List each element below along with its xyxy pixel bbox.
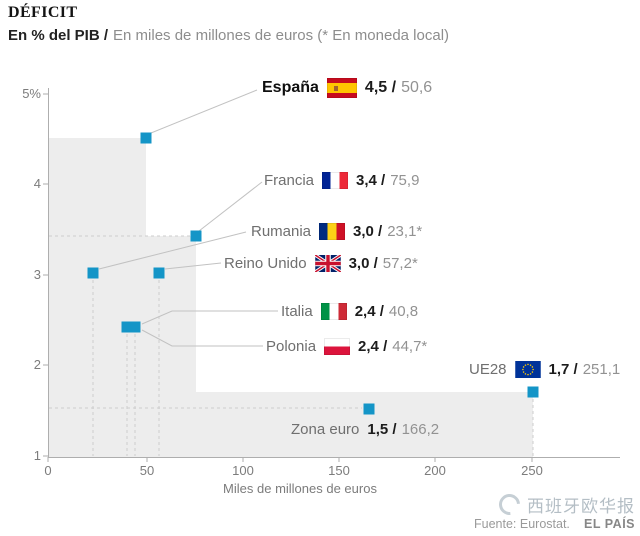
deficit-amount: 166,2 (401, 420, 440, 438)
marker-reino-unido (153, 267, 165, 279)
country-name: UE28 (469, 360, 507, 378)
leader-espana (150, 89, 258, 134)
country-name: Francia (264, 171, 315, 189)
y-tick-label: 1 (33, 448, 41, 463)
y-tick-label: 4 (33, 176, 41, 191)
country-name: Polonia (266, 337, 317, 355)
page-title: DÉFICIT (8, 4, 78, 21)
axes (43, 88, 620, 462)
watermark: 西班牙欧华报 (494, 489, 635, 520)
leader-polonia (141, 329, 263, 347)
label-row-polonia: Polonia 2,4 / 44,7* (266, 336, 427, 356)
country-name: Rumania (251, 222, 312, 240)
watermark-logo-icon (494, 489, 525, 520)
leader-rumania (98, 231, 247, 270)
deficit-amount: 23,1* (387, 222, 423, 240)
x-tick-label: 250 (521, 463, 543, 478)
label-row-zona-euro: Zona euro 1,5 / 166,2 (291, 419, 439, 439)
leader-reino-unido (164, 262, 222, 270)
marker-ue28 (527, 386, 539, 398)
x-tick-label: 150 (328, 463, 350, 478)
romania-flag-icon (319, 222, 346, 240)
deficit-pct: 3,0 / (353, 222, 383, 240)
watermark-text: 西班牙欧华报 (527, 497, 635, 516)
label-row-italia: Italia 2,4 / 40,8 (281, 301, 418, 321)
source-credit: Fuente: Eurostat. (474, 517, 570, 531)
deficit-amount: 50,6 (401, 79, 433, 96)
x-axis-title: Miles de millones de euros (223, 481, 377, 496)
publisher-brand: EL PAÍS (584, 517, 635, 531)
leader-lines (98, 89, 278, 347)
poland-flag-icon (324, 337, 351, 355)
label-row-espana: España 4,5 / 50,6 (262, 77, 432, 99)
y-tick-label: 3 (33, 267, 41, 282)
y-tick-label: 5% (22, 86, 41, 101)
subtitle-units-rest: En miles de millones de euros (* En mone… (113, 27, 450, 44)
area-silhouette (49, 138, 533, 457)
marker-espana (140, 132, 152, 144)
deficit-amount: 75,9 (390, 171, 420, 189)
marker-rumania (87, 267, 99, 279)
x-tick-label: 50 (139, 463, 155, 478)
deficit-amount: 251,1 (582, 360, 621, 378)
deficit-amount: 57,2* (382, 254, 418, 272)
italy-flag-icon (320, 302, 347, 320)
eu-flag-icon (514, 360, 541, 378)
label-row-ue28: UE28 1,7 / 251,1 (469, 359, 620, 379)
y-tick-label: 2 (33, 357, 41, 372)
deficit-pct: 3,4 / (356, 171, 386, 189)
deficit-amount: 44,7* (392, 337, 428, 355)
guide-lines (49, 235, 534, 456)
deficit-pct: 2,4 / (358, 337, 388, 355)
deficit-pct: 2,4 / (354, 302, 384, 320)
country-name: Italia (281, 302, 313, 320)
marker-francia (190, 230, 202, 242)
deficit-pct: 3,0 / (348, 254, 378, 272)
x-tick-label: 0 (44, 463, 52, 478)
deficit-pct: 1,7 / (548, 360, 578, 378)
subtitle-units-bold: En % del PIB / (8, 27, 109, 44)
leader-italia (141, 310, 278, 325)
label-row-reino-unido: Reino Unido 3,0 / 57,2* (224, 253, 418, 273)
uk-flag-icon (313, 253, 342, 273)
region-name: Zona euro (291, 420, 360, 438)
chart-subtitle: En % del PIB / En miles de millones de eu… (8, 27, 449, 44)
deficit-pct: 4,5 / (364, 79, 397, 96)
spain-flag-icon (326, 78, 357, 98)
marker-zona-euro (363, 403, 375, 415)
label-row-francia: Francia 3,4 / 75,9 (264, 170, 419, 190)
marker-italia (121, 321, 133, 333)
country-name: España (262, 79, 319, 96)
deficit-pct: 1,5 / (367, 420, 397, 438)
label-row-rumania: Rumania 3,0 / 23,1* (251, 221, 422, 241)
leader-francia (198, 181, 263, 232)
x-tick-label: 100 (232, 463, 254, 478)
france-flag-icon (322, 171, 349, 189)
deficit-amount: 40,8 (388, 302, 419, 320)
data-markers (87, 132, 539, 415)
x-tick-label: 200 (424, 463, 446, 478)
country-name: Reino Unido (224, 254, 307, 272)
marker-polonia (129, 321, 141, 333)
